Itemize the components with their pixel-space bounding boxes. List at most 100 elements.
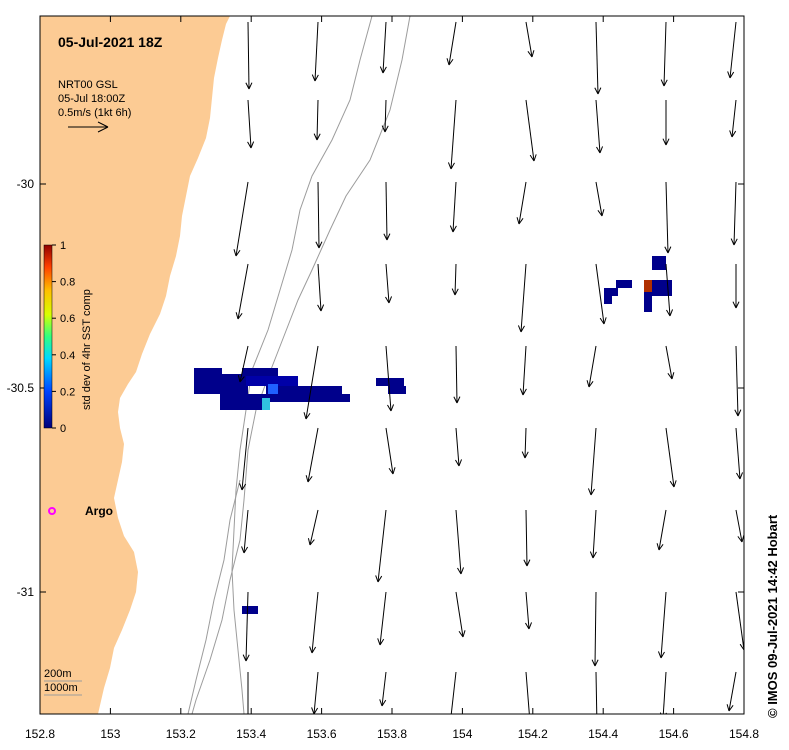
vector-legend-line2: 05-Jul 18:00Z — [58, 93, 126, 105]
current-vector — [317, 181, 320, 249]
current-vector — [382, 21, 387, 74]
current-vector — [658, 509, 667, 551]
current-vector — [450, 99, 457, 170]
contour-1000m — [191, 16, 411, 714]
current-vector — [385, 427, 394, 475]
current-vector — [381, 671, 387, 707]
current-vector — [731, 99, 737, 138]
x-tick-label: 153.6 — [307, 727, 337, 741]
colorbar-tick-label: 0.2 — [60, 386, 75, 398]
current-vector — [455, 345, 458, 404]
current-vector — [384, 99, 387, 133]
current-vector — [525, 21, 533, 58]
map-title: 05-Jul-2021 18Z — [58, 34, 163, 50]
y-tick-label: -30.5 — [7, 381, 35, 395]
current-vector — [518, 181, 527, 225]
y-axis: -30 -30.5 -31 — [7, 177, 744, 599]
y-tick-label: -30 — [17, 177, 35, 191]
x-tick-label: 153.4 — [236, 727, 266, 741]
current-vector — [307, 427, 319, 483]
current-vector — [455, 427, 460, 467]
current-vector — [317, 263, 322, 312]
current-vector — [452, 181, 457, 233]
colorbar-tick-label: 0.8 — [60, 277, 75, 289]
current-vector — [385, 181, 388, 241]
x-axis: 152.8 153 153.2 153.4 153.6 153.8 154 154.2 154.… — [25, 16, 759, 741]
current-vector — [377, 509, 387, 583]
current-vector — [728, 671, 737, 712]
current-vector — [595, 21, 599, 95]
colorbar-tick-label: 0.6 — [60, 313, 75, 325]
colorbar-tick-label: 0.4 — [60, 350, 75, 362]
current-vector — [595, 671, 598, 714]
current-vector — [735, 427, 741, 480]
x-tick-label: 154.4 — [588, 727, 618, 741]
current-vector — [455, 591, 464, 638]
current-vector — [735, 345, 739, 417]
argo-float-marker — [48, 507, 56, 515]
current-vector — [662, 671, 667, 714]
colorbar — [43, 244, 53, 429]
current-vector — [311, 591, 319, 654]
vector-legend-line1: NRT00 GSL — [58, 79, 118, 91]
current-vector — [239, 345, 249, 383]
current-vector — [245, 591, 249, 662]
current-vector — [595, 99, 601, 154]
x-tick-label: 153.8 — [377, 727, 407, 741]
vector-legend-arrow-icon — [68, 121, 109, 133]
current-vector — [660, 591, 667, 659]
current-vectors — [233, 21, 744, 714]
credit-text: © IMOS 09-Jul-2021 14:42 Hobart — [765, 514, 780, 718]
current-vector — [243, 509, 249, 554]
current-vector — [448, 21, 457, 66]
x-tick-label: 153 — [100, 727, 120, 741]
current-vector — [525, 99, 535, 162]
current-vector — [594, 591, 597, 667]
current-vector — [525, 591, 530, 630]
current-vector — [450, 671, 457, 714]
current-vector — [313, 671, 319, 714]
x-tick-label: 153.2 — [166, 727, 196, 741]
current-vector — [525, 671, 530, 714]
current-vector — [665, 263, 671, 317]
current-vector — [309, 509, 319, 546]
current-vector — [455, 509, 462, 575]
current-vector — [385, 345, 392, 412]
colorbar-ticks: 1 0.8 0.6 0.4 0.2 0 — [52, 240, 75, 435]
current-vector — [588, 345, 597, 388]
current-vector — [665, 181, 669, 254]
current-vector — [525, 509, 528, 567]
current-vector — [235, 181, 249, 257]
x-tick-label: 154.6 — [659, 727, 689, 741]
current-vector — [524, 427, 527, 459]
current-vector — [520, 263, 527, 333]
current-vector — [247, 99, 252, 149]
contour-label-200m: 200m — [44, 668, 72, 680]
current-vector — [237, 263, 249, 320]
current-vector — [663, 21, 667, 87]
contour-label-1000m: 1000m — [44, 682, 78, 694]
current-vector — [247, 21, 250, 90]
current-vector — [316, 99, 319, 141]
current-vector — [733, 181, 737, 246]
current-vector — [590, 427, 597, 496]
contour-inner — [187, 479, 241, 714]
x-tick-label: 154.2 — [518, 727, 548, 741]
current-vector — [665, 427, 675, 488]
current-vector — [729, 21, 737, 79]
x-tick-label: 154 — [452, 727, 472, 741]
argo-label: Argo — [85, 504, 113, 518]
x-tick-label: 154.8 — [729, 727, 759, 741]
land-coastline — [40, 16, 230, 714]
current-vector — [385, 263, 390, 304]
current-vector — [305, 345, 319, 420]
current-vector — [314, 21, 319, 82]
current-vector — [379, 591, 387, 646]
y-tick-label: -31 — [17, 585, 35, 599]
colorbar-tick-label: 1 — [60, 240, 66, 252]
current-vector — [241, 427, 249, 491]
vector-legend-line3: 0.5m/s (1kt 6h) — [58, 107, 131, 119]
current-vector — [454, 263, 457, 296]
colorbar-label: std dev of 4hr SST comp — [81, 289, 93, 410]
